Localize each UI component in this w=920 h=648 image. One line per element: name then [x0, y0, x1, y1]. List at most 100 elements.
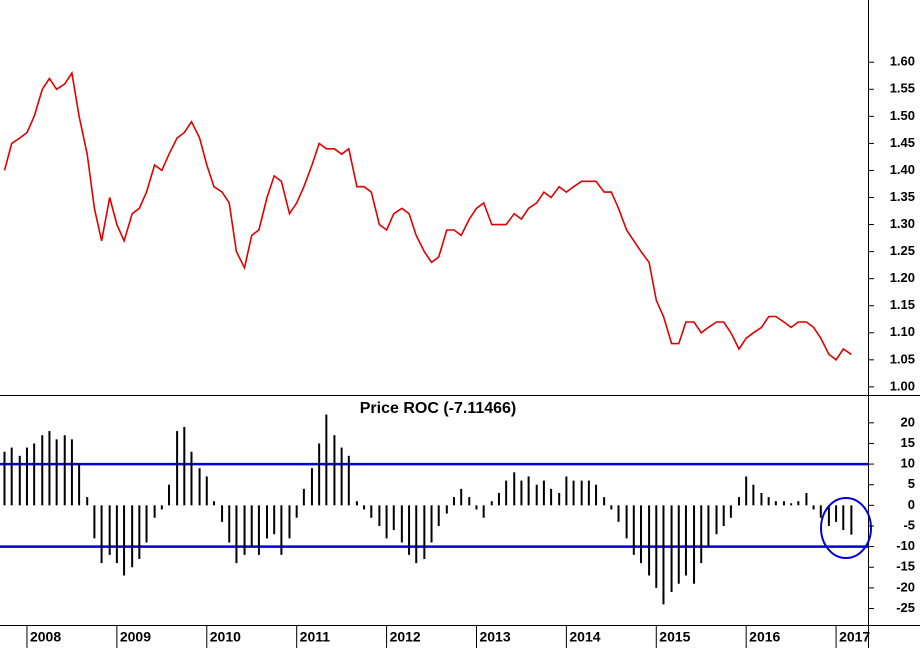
- y-tick-label: 1.15: [890, 297, 915, 312]
- roc-bar: [48, 431, 51, 506]
- y-tick-label: 1.35: [890, 189, 915, 204]
- y-tick-label: -25: [896, 600, 915, 615]
- x-tick-label: 2008: [30, 629, 61, 645]
- roc-bar: [33, 443, 36, 506]
- y-tick-label: 1.00: [890, 378, 915, 393]
- roc-bar: [603, 497, 606, 506]
- roc-bar: [273, 505, 276, 535]
- roc-bar: [587, 480, 590, 506]
- y-tick-label: 1.20: [890, 270, 915, 285]
- roc-bar: [10, 447, 13, 506]
- roc-bar: [812, 505, 815, 510]
- y-tick-label: 1.05: [890, 351, 915, 366]
- roc-bar: [355, 501, 358, 506]
- roc-bar: [288, 505, 291, 539]
- roc-bar: [266, 505, 269, 539]
- roc-bar: [797, 501, 800, 506]
- roc-bar: [722, 505, 725, 526]
- y-tick-label: -15: [896, 559, 915, 574]
- y-tick-label: 1.45: [890, 135, 915, 150]
- roc-bar: [482, 505, 485, 518]
- roc-bar: [131, 505, 134, 568]
- roc-bar: [790, 503, 793, 506]
- roc-bar: [707, 505, 710, 547]
- y-tick-label: 1.40: [890, 162, 915, 177]
- roc-bar: [805, 492, 808, 506]
- roc-bar: [370, 505, 373, 518]
- roc-bar: [138, 505, 141, 559]
- roc-bar: [250, 505, 253, 547]
- roc-bar: [572, 480, 575, 506]
- roc-bar: [460, 488, 463, 506]
- y-tick-label: 1.60: [890, 54, 915, 69]
- roc-bar: [497, 492, 500, 506]
- roc-bar: [333, 435, 336, 506]
- roc-bar: [475, 505, 478, 510]
- y-tick-label: 1.10: [890, 324, 915, 339]
- x-tick-label: 2011: [300, 629, 331, 645]
- roc-bar: [684, 505, 687, 576]
- roc-bar: [490, 501, 493, 506]
- roc-bar: [160, 505, 163, 510]
- x-tick-label: 2015: [659, 629, 690, 645]
- roc-bar: [670, 505, 673, 592]
- roc-bar: [437, 505, 440, 526]
- roc-bar: [610, 505, 613, 510]
- roc-bar: [550, 488, 553, 506]
- y-tick-label: 1.50: [890, 108, 915, 123]
- roc-bar: [78, 464, 81, 506]
- roc-bar: [737, 497, 740, 506]
- roc-bar: [205, 476, 208, 506]
- roc-bar: [228, 505, 231, 543]
- roc-bar: [745, 476, 748, 506]
- roc-bar: [86, 497, 89, 506]
- roc-bar: [25, 447, 28, 506]
- roc-bar: [535, 484, 538, 506]
- roc-bar: [212, 501, 215, 506]
- roc-bar: [302, 488, 305, 506]
- x-tick-label: 2017: [839, 629, 870, 645]
- roc-bar: [153, 505, 156, 518]
- roc-bar: [190, 451, 193, 506]
- roc-bar: [340, 447, 343, 506]
- roc-bar: [243, 505, 246, 555]
- roc-bar: [41, 435, 44, 506]
- roc-bar: [318, 443, 321, 506]
- roc-bar: [176, 431, 179, 506]
- roc-bar: [655, 505, 658, 588]
- y-tick-label: 1.30: [890, 216, 915, 231]
- roc-bar: [198, 468, 201, 506]
- roc-bar: [415, 505, 418, 564]
- roc-bar: [325, 414, 328, 506]
- roc-bar: [835, 505, 838, 522]
- roc-bar: [235, 505, 238, 564]
- roc-bar: [700, 505, 703, 564]
- roc-bar: [527, 476, 530, 506]
- roc-bar: [580, 480, 583, 506]
- roc-bar: [617, 505, 620, 522]
- roc-bar: [100, 505, 103, 564]
- roc-bar: [310, 468, 313, 506]
- roc-bar: [827, 505, 830, 526]
- x-tick-label: 2013: [479, 629, 510, 645]
- roc-bar: [468, 497, 471, 506]
- roc-bar: [767, 497, 770, 506]
- roc-bar: [55, 439, 58, 506]
- roc-bar: [400, 505, 403, 543]
- roc-bar: [145, 505, 148, 543]
- roc-bar: [505, 480, 508, 506]
- roc-bar: [513, 472, 516, 506]
- x-tick-label: 2012: [390, 629, 421, 645]
- roc-bar: [648, 505, 651, 576]
- y-tick-label: 1.55: [890, 81, 915, 96]
- y-tick-label: -20: [896, 579, 915, 594]
- roc-bar: [392, 505, 395, 531]
- roc-bar: [565, 476, 568, 506]
- roc-bar: [347, 455, 350, 506]
- x-tick-label: 2014: [569, 629, 600, 645]
- roc-bar: [3, 451, 6, 506]
- roc-bar: [752, 484, 755, 506]
- roc-bar: [639, 505, 642, 564]
